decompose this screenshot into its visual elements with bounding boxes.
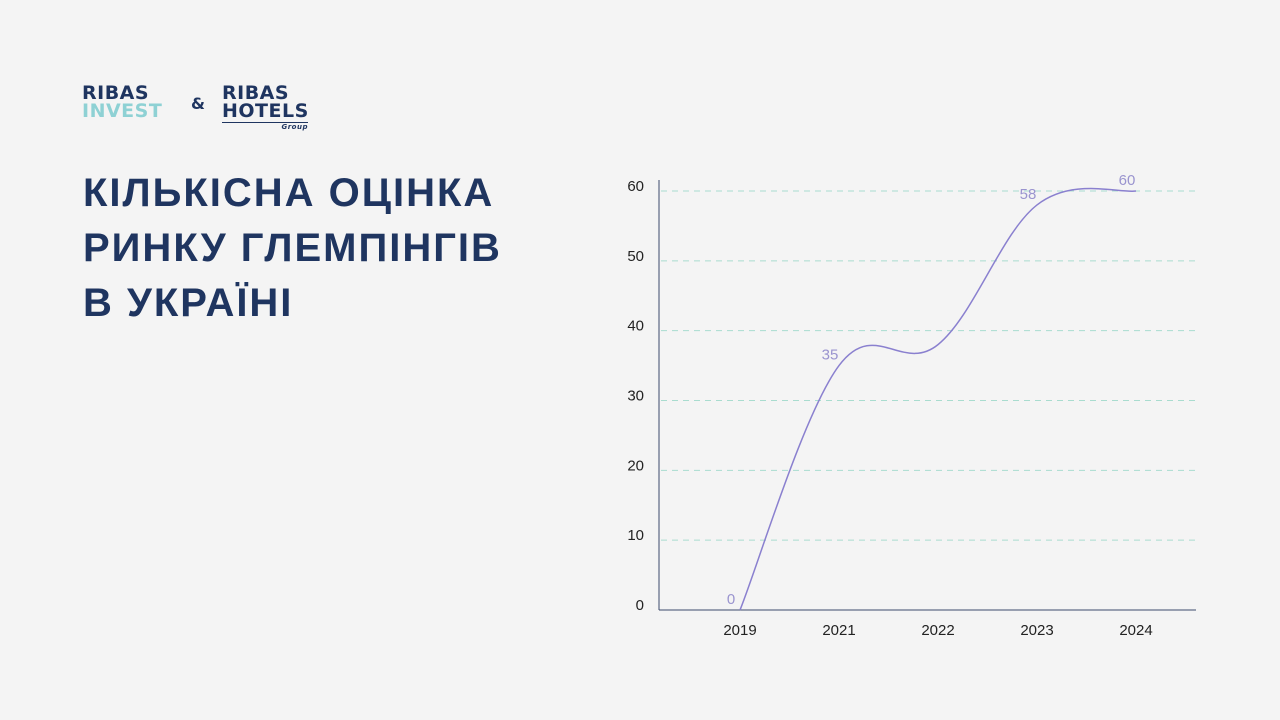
y-tick-label: 10: [627, 527, 644, 544]
x-tick-label: 2024: [1119, 622, 1152, 639]
logo-amp: &: [191, 94, 206, 113]
x-tick-label: 2022: [921, 622, 954, 639]
title-line: КІЛЬКІСНА ОЦІНКА: [83, 171, 495, 215]
data-label: 60: [1119, 172, 1136, 189]
slide-title: КІЛЬКІСНА ОЦІНКА РИНКУ ГЛЕМПІНГІВ В УКРАЇН…: [83, 166, 502, 331]
logo-text: RIBAS: [82, 82, 150, 104]
logo-text: HOTELS: [222, 100, 309, 122]
data-label: 0: [727, 591, 735, 608]
logo-hotels: RIBAS HOTELS Group: [222, 84, 309, 131]
x-tick-label: 2023: [1020, 622, 1053, 639]
y-tick-label: 40: [627, 318, 644, 335]
data-label: 35: [822, 347, 839, 364]
x-tick-label: 2021: [822, 622, 855, 639]
logo-text: Group: [281, 123, 308, 131]
logo-invest: RIBAS INVEST: [82, 82, 163, 122]
line: [739, 187, 1137, 611]
logo-text: INVEST: [82, 100, 163, 122]
logo-text: RIBAS: [222, 82, 290, 104]
title-line: В УКРАЇНІ: [83, 281, 294, 325]
title-line: РИНКУ ГЛЕМПІНГІВ: [83, 226, 502, 270]
y-tick-label: 30: [627, 387, 644, 404]
data-label: 58: [1020, 186, 1037, 203]
y-tick-label: 0: [636, 597, 644, 614]
y-tick-label: 20: [627, 457, 644, 474]
x-tick-label: 2019: [723, 622, 756, 639]
y-tick-label: 60: [627, 178, 644, 195]
y-tick-label: 50: [627, 248, 644, 265]
